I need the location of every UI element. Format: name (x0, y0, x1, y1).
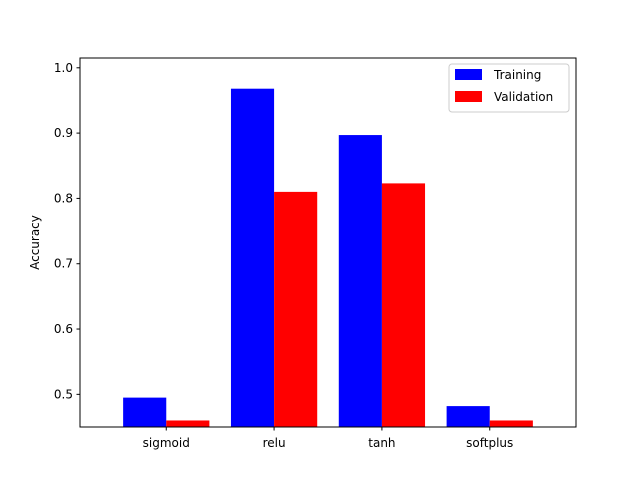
bar-training-tanh (338, 135, 382, 427)
legend-label-training: Training (493, 68, 541, 82)
y-axis-label: Accuracy (28, 215, 42, 270)
bars-layer (123, 88, 533, 428)
legend-label-validation: Validation (494, 90, 553, 104)
y-tick-label: 1.0 (54, 61, 73, 75)
bar-validation-tanh (381, 183, 426, 427)
y-tick-label: 0.7 (54, 257, 73, 271)
x-tick-label-softplus: softplus (466, 436, 513, 450)
legend-swatch-validation (455, 91, 482, 102)
x-tick-label-relu: relu (263, 436, 286, 450)
x-axis-ticks: sigmoid relu tanh softplus (143, 427, 513, 450)
x-tick-label-sigmoid: sigmoid (143, 436, 190, 450)
x-tick-label-tanh: tanh (368, 436, 395, 450)
plot-area-frame (79, 57, 577, 428)
bar-validation-relu (274, 191, 318, 427)
bar-validation-softplus (489, 420, 533, 427)
y-tick-label: 0.6 (54, 322, 73, 336)
bar-validation-sigmoid (166, 420, 210, 427)
legend: Training Validation (448, 63, 570, 113)
y-axis-ticks: 0.5 0.6 0.7 0.8 0.9 1.0 (54, 61, 80, 401)
bar-training-relu (230, 88, 275, 428)
bar-training-softplus (446, 406, 490, 427)
legend-swatch-training (455, 69, 482, 80)
y-tick-label: 0.8 (54, 191, 73, 205)
y-tick-label: 0.9 (54, 126, 73, 140)
y-tick-label: 0.5 (54, 387, 73, 401)
bar-training-sigmoid (123, 397, 167, 427)
